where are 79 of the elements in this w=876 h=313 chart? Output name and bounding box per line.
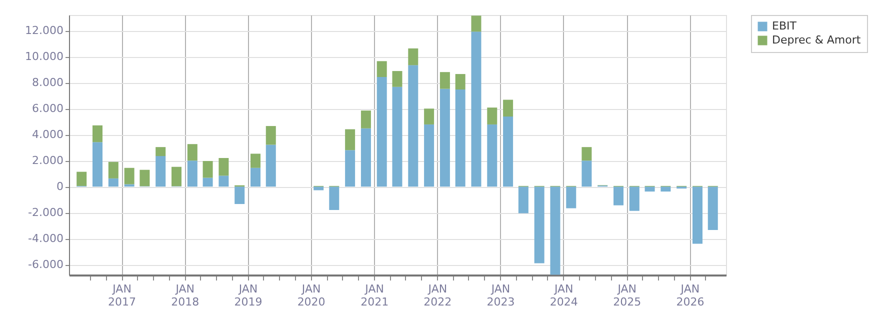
bar bbox=[108, 162, 118, 178]
bar bbox=[487, 124, 498, 187]
y-tick-label: 2.000 bbox=[32, 154, 64, 168]
y-tick-label: 12.000 bbox=[25, 24, 64, 38]
x-tick-label: JAN 2025 bbox=[613, 282, 642, 308]
x-tick-label: JAN 2018 bbox=[171, 282, 200, 308]
x-tick-label: JAN 2024 bbox=[550, 282, 578, 308]
bar bbox=[156, 156, 166, 187]
bar bbox=[503, 116, 514, 187]
bar bbox=[218, 176, 229, 187]
bar bbox=[392, 86, 402, 187]
bar bbox=[360, 128, 371, 187]
bar bbox=[108, 178, 118, 187]
bar bbox=[644, 186, 655, 192]
bar bbox=[550, 186, 560, 275]
bar bbox=[692, 186, 702, 244]
y-tick-label: 10.000 bbox=[25, 50, 64, 64]
bar bbox=[424, 108, 434, 124]
x-tick-label: JAN 2020 bbox=[297, 282, 326, 308]
bar bbox=[566, 186, 576, 208]
bar bbox=[329, 186, 340, 210]
bar bbox=[440, 88, 450, 187]
bar bbox=[266, 126, 276, 145]
bar bbox=[392, 71, 402, 87]
bar bbox=[202, 160, 213, 178]
legend-label: Deprec & Amort bbox=[772, 34, 862, 46]
bar bbox=[455, 74, 466, 90]
y-tick-label: -2.000 bbox=[28, 206, 64, 220]
bar bbox=[92, 125, 103, 142]
bar bbox=[582, 160, 592, 187]
y-tick-label: 8.000 bbox=[32, 76, 64, 90]
bar bbox=[124, 168, 134, 184]
y-tick-label: 6.000 bbox=[32, 102, 64, 116]
bar bbox=[266, 144, 276, 187]
bar bbox=[92, 142, 103, 187]
bar bbox=[202, 178, 213, 187]
bar bbox=[471, 32, 482, 187]
bar bbox=[708, 186, 718, 230]
y-tick-label: 0 bbox=[56, 180, 64, 194]
bar bbox=[218, 158, 229, 176]
bar bbox=[76, 172, 87, 186]
x-tick-label: JAN 2026 bbox=[676, 282, 704, 308]
bar bbox=[156, 147, 166, 156]
bar bbox=[408, 48, 418, 66]
bar bbox=[376, 61, 387, 78]
bar bbox=[440, 72, 450, 89]
bar bbox=[250, 168, 260, 187]
bar bbox=[534, 186, 544, 264]
bar bbox=[629, 186, 640, 211]
bar bbox=[613, 186, 624, 206]
bar bbox=[250, 154, 260, 168]
bar bbox=[582, 147, 592, 161]
y-tick-label: -6.000 bbox=[28, 258, 64, 272]
bar bbox=[455, 89, 466, 187]
x-tick-label: JAN 2019 bbox=[234, 282, 262, 308]
bar bbox=[140, 170, 150, 186]
bar bbox=[660, 186, 671, 192]
bar bbox=[471, 16, 482, 32]
x-tick-label: JAN 2017 bbox=[108, 282, 136, 308]
bar bbox=[360, 110, 371, 128]
bar bbox=[424, 124, 434, 187]
y-tick-label: -4.000 bbox=[28, 232, 64, 246]
bar bbox=[503, 100, 514, 117]
bar bbox=[345, 150, 356, 187]
x-tick-label: JAN 2022 bbox=[424, 282, 452, 308]
bar bbox=[518, 186, 528, 214]
bar bbox=[314, 186, 324, 190]
bar bbox=[172, 166, 182, 186]
bar bbox=[187, 144, 198, 161]
bar bbox=[187, 160, 198, 187]
bar bbox=[487, 108, 498, 124]
x-tick-label: JAN 2021 bbox=[360, 282, 389, 308]
bar bbox=[376, 77, 387, 187]
y-tick-label: 4.000 bbox=[32, 128, 64, 142]
bar bbox=[234, 186, 245, 204]
legend-label: EBIT bbox=[772, 20, 797, 32]
x-tick-label: JAN 2023 bbox=[486, 282, 515, 308]
bar bbox=[408, 65, 418, 187]
bar bbox=[345, 129, 356, 150]
